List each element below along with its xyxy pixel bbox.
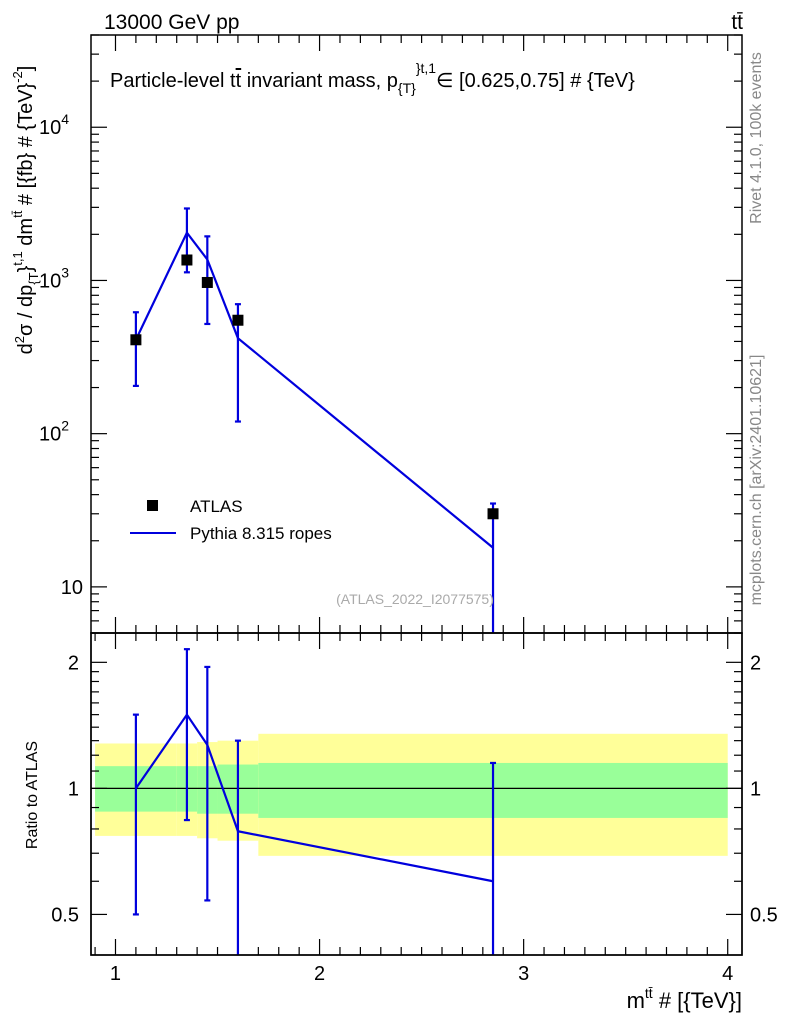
xtick-label: 2 bbox=[314, 963, 325, 985]
ratio-ytick-label: 0.5 bbox=[51, 904, 79, 926]
process-label: tt̄ bbox=[731, 11, 743, 34]
main-ytick-label: 102 bbox=[39, 418, 69, 446]
data-point bbox=[130, 334, 142, 346]
rivet-label: Rivet 4.1.0, 100k events bbox=[748, 52, 765, 224]
ratio-ytick-label-right: 1 bbox=[750, 778, 761, 800]
data-point bbox=[232, 314, 244, 326]
ratio-axis-ticks: 0.5 0.5 1 1 2 2 1 2 3 4 bbox=[51, 633, 778, 985]
ratio-ylabel: Ratio to ATLAS bbox=[24, 741, 41, 849]
xtick-label: 1 bbox=[110, 963, 121, 985]
main-axis-ticks: 10 102 103 104 bbox=[39, 34, 742, 634]
main-ytick-label: 104 bbox=[39, 111, 69, 139]
source-label: mcplots.cern.ch [arXiv:2401.10621] bbox=[748, 355, 765, 606]
ratio-ytick-label: 1 bbox=[68, 778, 79, 800]
xtick-label: 3 bbox=[518, 963, 529, 985]
main-ylabel: d2σ / dp{T}t,1 dmtt̄ # [{fb} # {TeV}-2] bbox=[10, 66, 41, 355]
analysis-watermark: (ATLAS_2022_I2077575) bbox=[336, 591, 494, 607]
main-series-layer bbox=[130, 207, 499, 633]
ratio-series-layer bbox=[132, 648, 497, 955]
data-point bbox=[181, 254, 193, 266]
main-ytick-label: 103 bbox=[39, 264, 69, 292]
legend-data-label: ATLAS bbox=[190, 497, 243, 516]
ratio-panel-border bbox=[90, 632, 743, 956]
ratio-ytick-label-right: 0.5 bbox=[750, 904, 778, 926]
x-axis-label: mtt̄ # [{TeV}] bbox=[627, 985, 742, 1013]
legend-mc-label: Pythia 8.315 ropes bbox=[190, 524, 332, 543]
xtick-label: 4 bbox=[722, 963, 733, 985]
data-point bbox=[201, 276, 213, 288]
ratio-uncertainty-bands bbox=[91, 733, 742, 856]
ratio-ytick-label: 2 bbox=[68, 652, 79, 674]
ratio-ytick-label-right: 2 bbox=[750, 652, 761, 674]
main-panel-frame bbox=[90, 34, 743, 634]
main-ytick-label: 10 bbox=[61, 577, 83, 599]
data-point bbox=[487, 508, 499, 520]
main-title: Particle-level tt invariant mass, p{T}}t… bbox=[110, 60, 635, 96]
legend-data-marker bbox=[147, 500, 158, 511]
energy-label: 13000 GeV pp bbox=[104, 11, 239, 34]
legend: ATLAS Pythia 8.315 ropes bbox=[130, 497, 332, 543]
